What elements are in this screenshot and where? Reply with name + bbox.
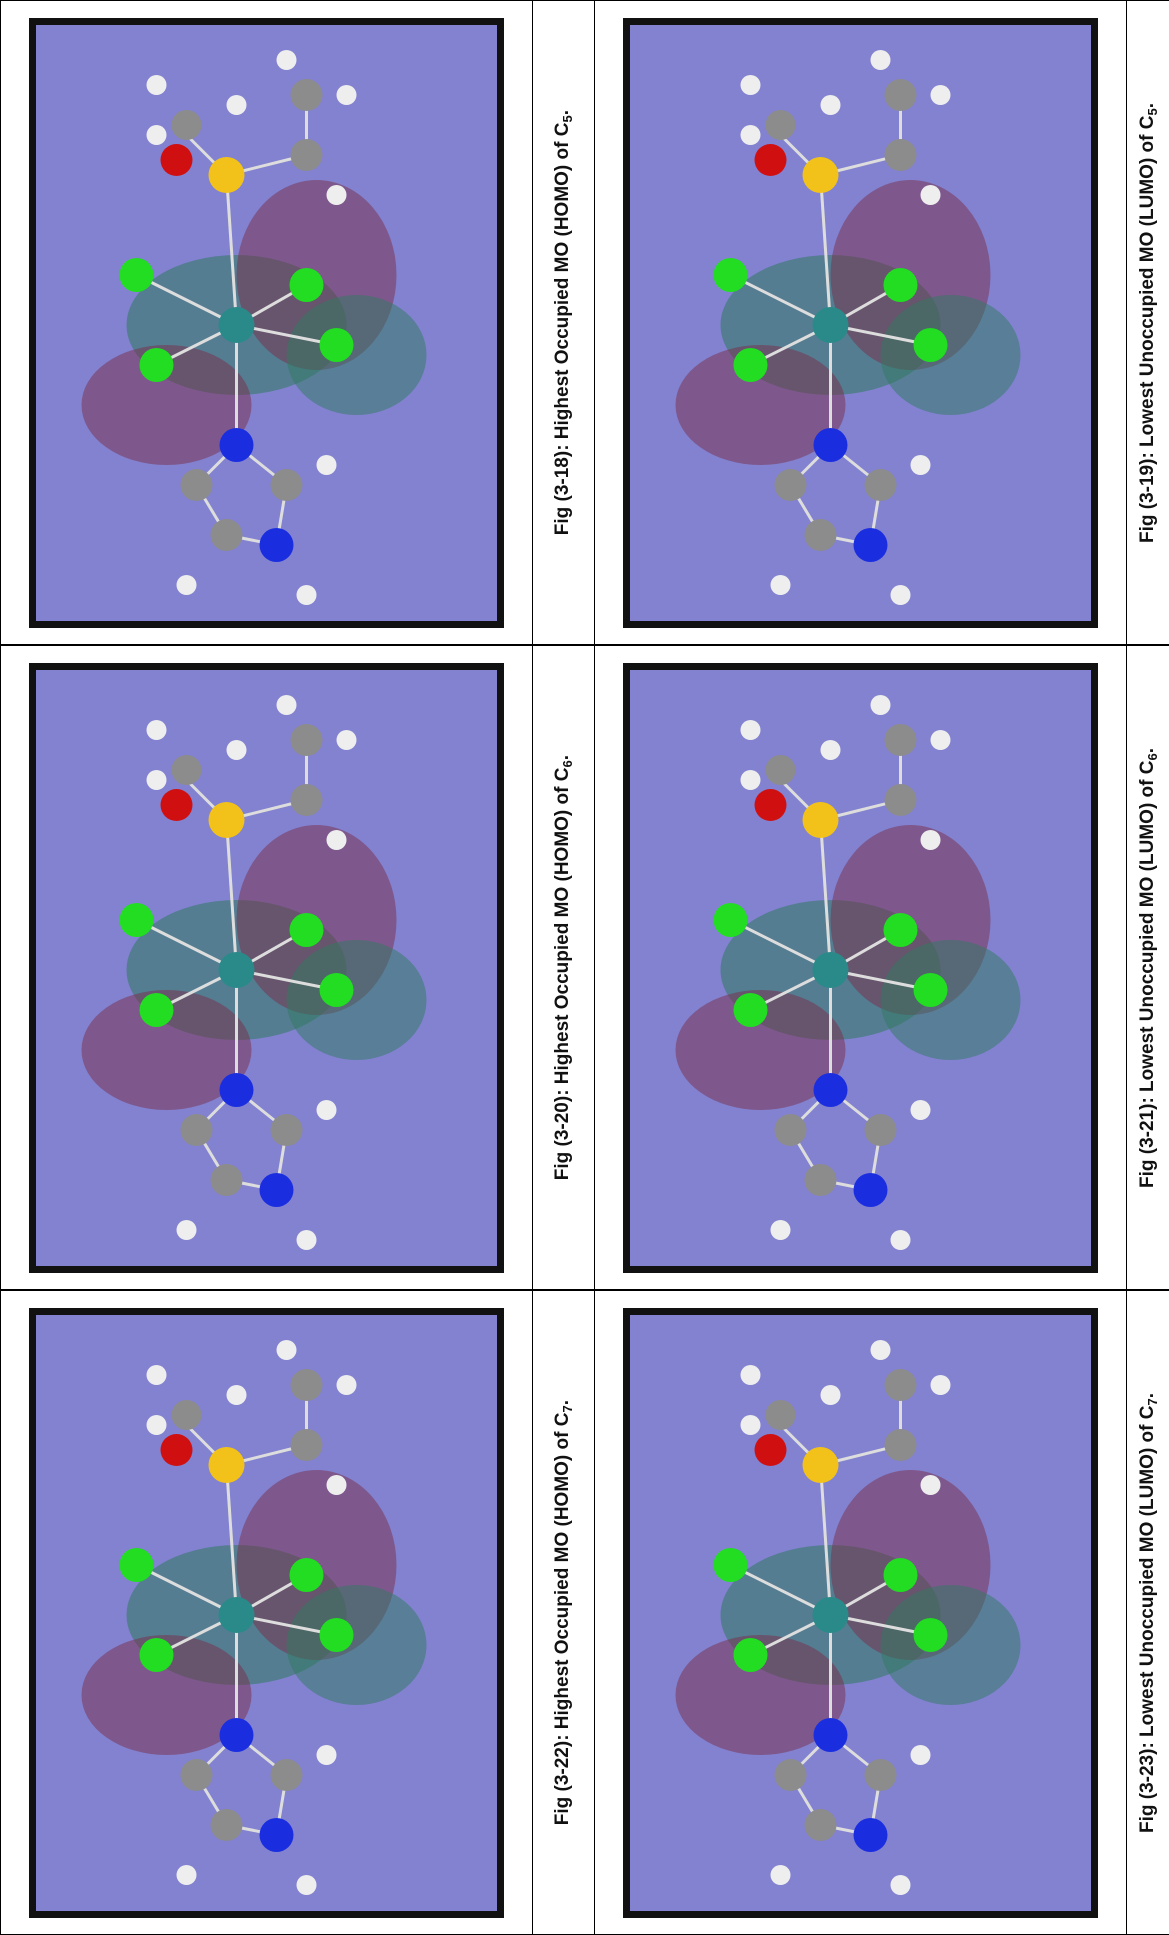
caption-text: Fig (3-22): Highest Occupied MO (HOMO) o… (552, 1412, 573, 1825)
molecule (36, 25, 497, 621)
mo-image (623, 1308, 1098, 1918)
image-cell (1, 1, 533, 644)
mo-image (29, 18, 504, 628)
caption-end: . (1137, 1393, 1158, 1398)
image-cell (1, 1291, 533, 1934)
caption-cell: Fig (3-23): Lowest Unoccupied MO (LUMO) … (1127, 1291, 1169, 1934)
table-row: Fig (3-20): Highest Occupied MO (HOMO) o… (0, 645, 1169, 1290)
caption-sub: 5 (1145, 108, 1160, 115)
caption-sub: 6 (1145, 753, 1160, 760)
caption-end: . (552, 1400, 573, 1405)
caption-sub: 6 (560, 760, 575, 767)
caption-text: Fig (3-18): Highest Occupied MO (HOMO) o… (552, 122, 573, 535)
caption-text: Fig (3-23): Lowest Unoccupied MO (LUMO) … (1137, 1405, 1158, 1832)
image-cell (595, 646, 1127, 1289)
caption-sub: 7 (560, 1405, 575, 1412)
caption-cell: Fig (3-21): Lowest Unoccupied MO (LUMO) … (1127, 646, 1169, 1289)
caption: Fig (3-23): Lowest Unoccupied MO (LUMO) … (1137, 1393, 1160, 1833)
table-row: Fig (3-22): Highest Occupied MO (HOMO) o… (0, 1290, 1169, 1935)
caption: Fig (3-19): Lowest Unoccupied MO (LUMO) … (1137, 103, 1160, 543)
figure-table: Fig (3-18): Highest Occupied MO (HOMO) o… (0, 0, 1169, 1935)
mo-image (29, 663, 504, 1273)
caption: Fig (3-22): Highest Occupied MO (HOMO) o… (552, 1400, 575, 1825)
image-cell (595, 1, 1127, 644)
caption-end: . (552, 110, 573, 115)
caption-end: . (1137, 748, 1158, 753)
caption-cell: Fig (3-19): Lowest Unoccupied MO (LUMO) … (1127, 1, 1169, 644)
caption-text: Fig (3-21): Lowest Unoccupied MO (LUMO) … (1137, 760, 1158, 1187)
molecule (630, 670, 1091, 1266)
table-row: Fig (3-18): Highest Occupied MO (HOMO) o… (0, 0, 1169, 645)
molecule (36, 670, 497, 1266)
caption: Fig (3-21): Lowest Unoccupied MO (LUMO) … (1137, 748, 1160, 1188)
caption-cell: Fig (3-22): Highest Occupied MO (HOMO) o… (533, 1291, 595, 1934)
caption-sub: 5 (560, 115, 575, 122)
caption-cell: Fig (3-18): Highest Occupied MO (HOMO) o… (533, 1, 595, 644)
image-cell (595, 1291, 1127, 1934)
caption: Fig (3-20): Highest Occupied MO (HOMO) o… (552, 755, 575, 1180)
caption-text: Fig (3-19): Lowest Unoccupied MO (LUMO) … (1137, 115, 1158, 542)
caption-cell: Fig (3-20): Highest Occupied MO (HOMO) o… (533, 646, 595, 1289)
caption-sub: 7 (1145, 1398, 1160, 1405)
mo-image (623, 663, 1098, 1273)
caption: Fig (3-18): Highest Occupied MO (HOMO) o… (552, 110, 575, 535)
image-cell (1, 646, 533, 1289)
caption-text: Fig (3-20): Highest Occupied MO (HOMO) o… (552, 767, 573, 1180)
caption-end: . (1137, 103, 1158, 108)
molecule (630, 1315, 1091, 1911)
molecule (630, 25, 1091, 621)
mo-image (623, 18, 1098, 628)
mo-image (29, 1308, 504, 1918)
caption-end: . (552, 755, 573, 760)
molecule (36, 1315, 497, 1911)
